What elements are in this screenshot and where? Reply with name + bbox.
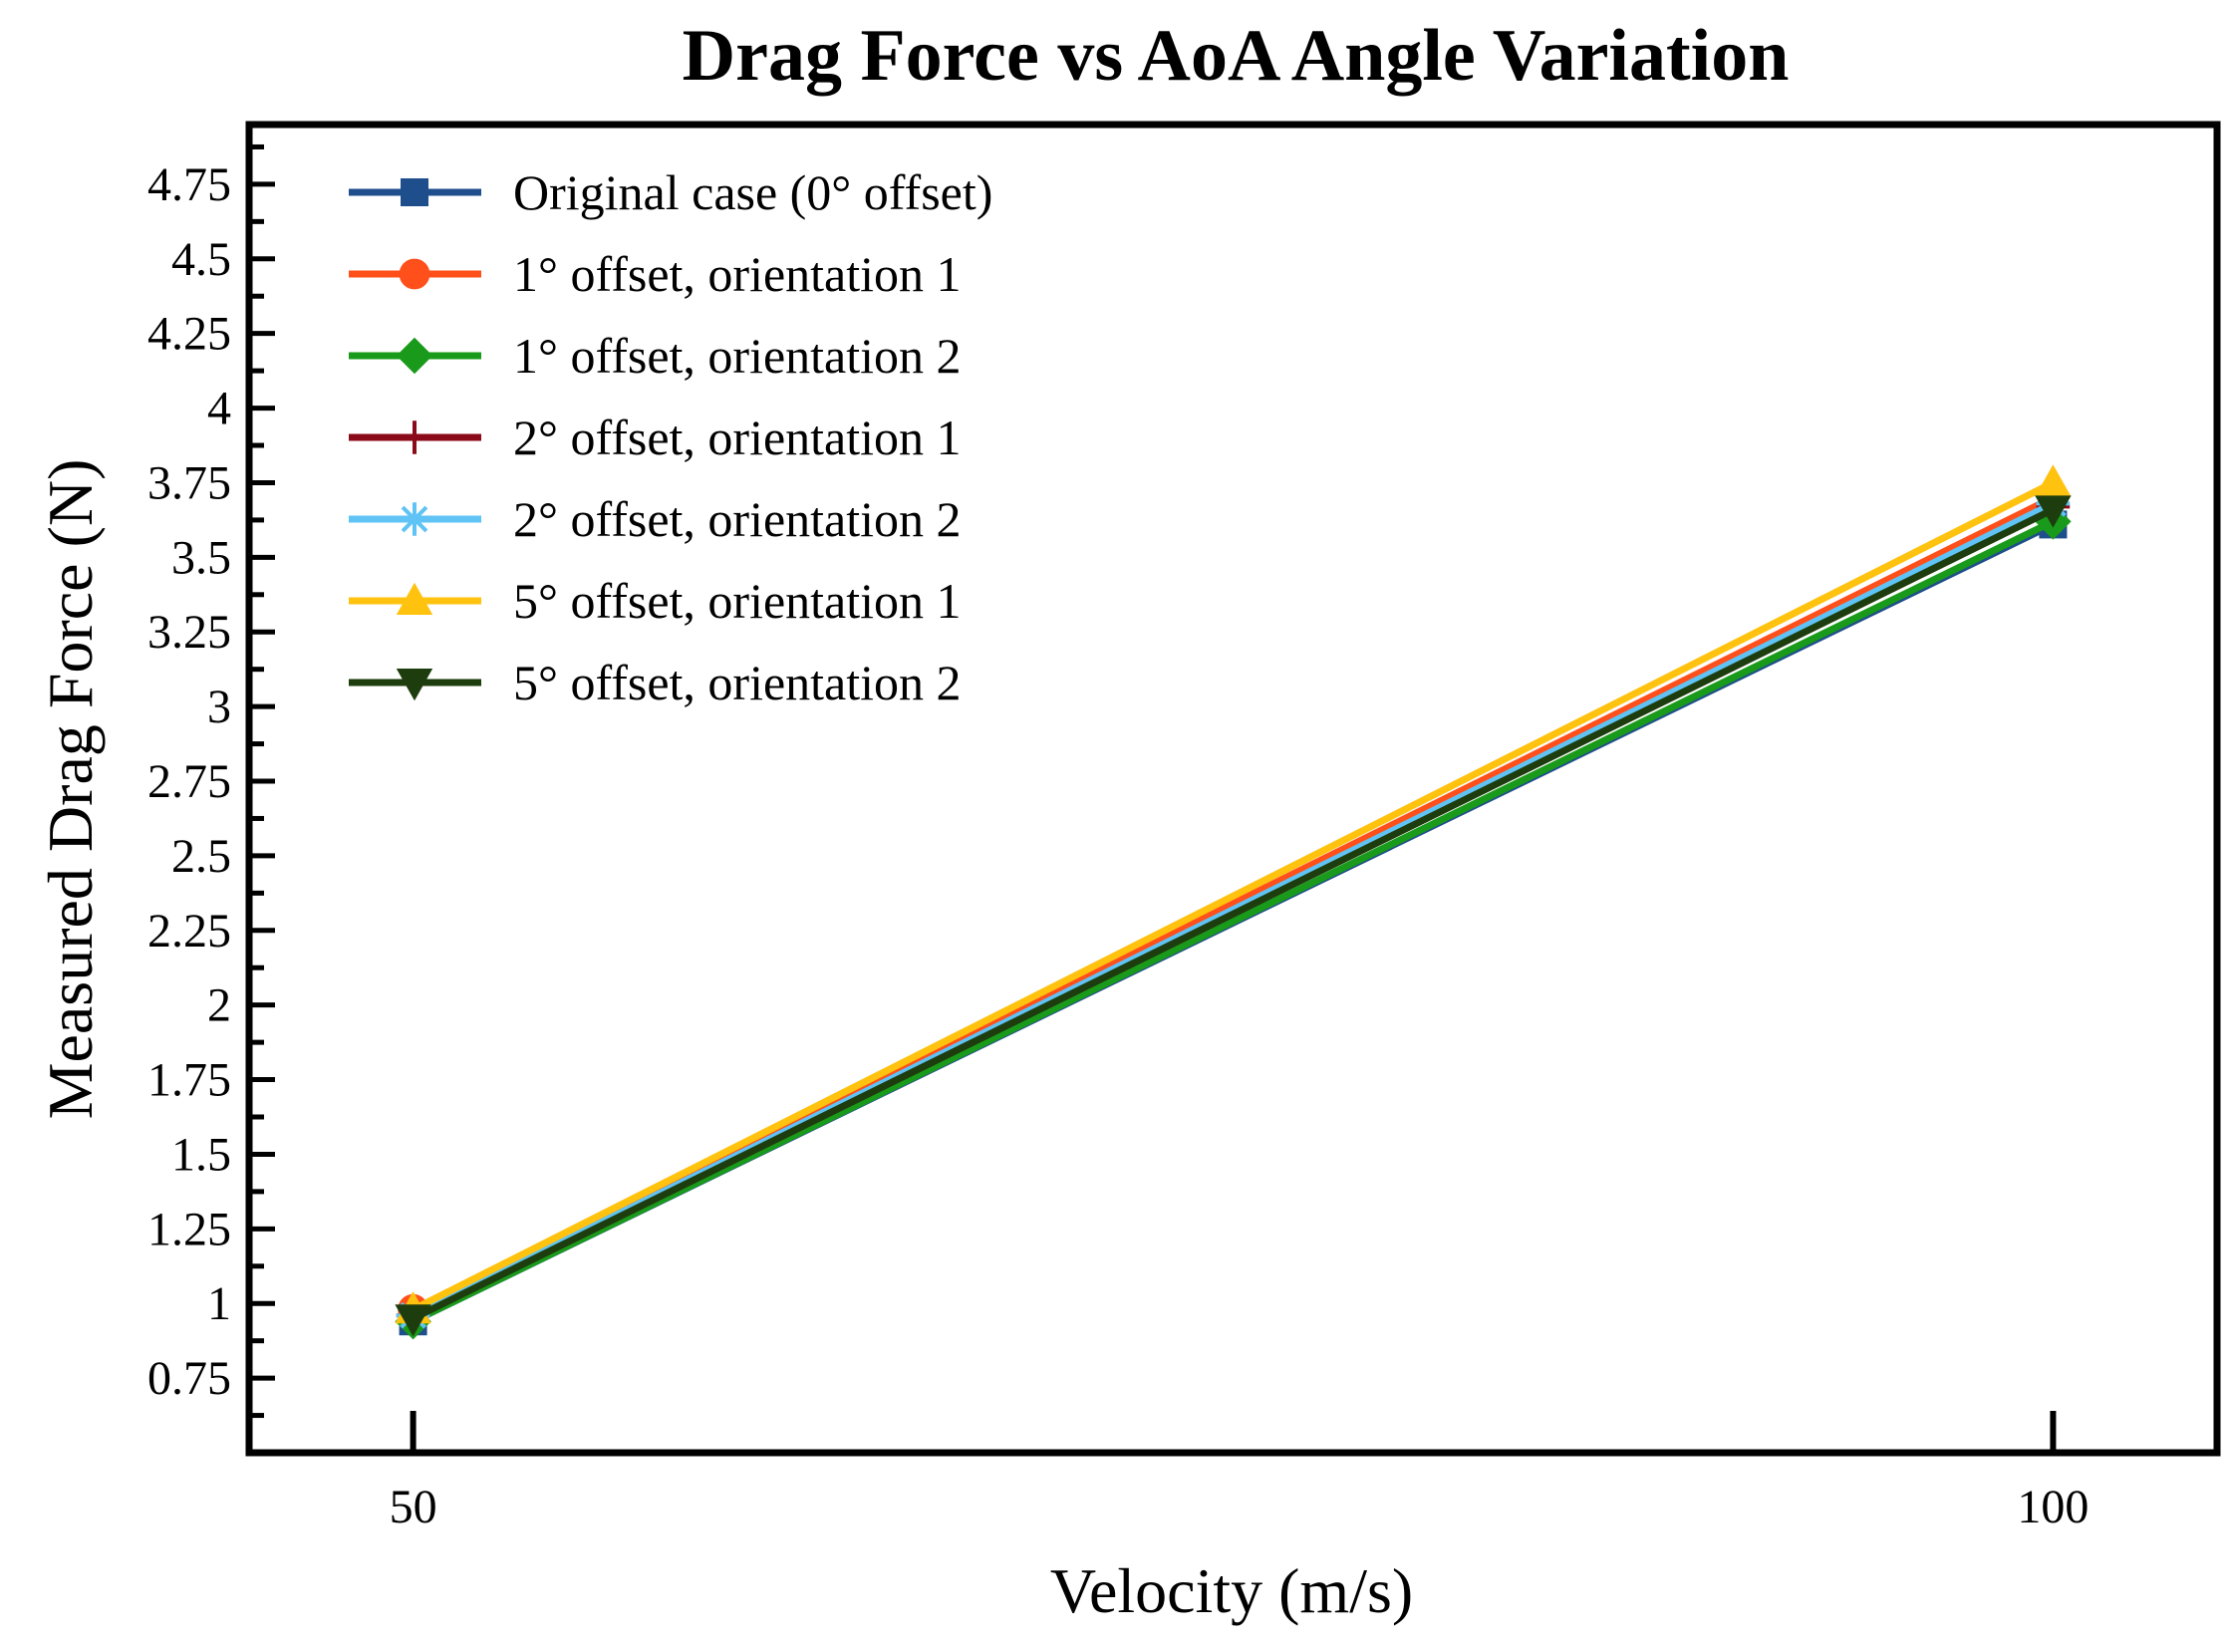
- y-tick-label: 4.5: [171, 233, 231, 286]
- y-tick-label: 4.75: [147, 158, 231, 211]
- legend-label: 5° offset, orientation 2: [513, 655, 962, 710]
- axes: 0.75 1 1.25 1.5 1.75 2 2.25 2.5 2.75 3 3.25 3.5 3.75…: [147, 121, 2221, 1533]
- legend-label: 5° offset, orientation 1: [513, 573, 962, 629]
- legend-marker: [396, 669, 433, 701]
- chart-title: Drag Force vs AoA Angle Variation: [683, 15, 1790, 97]
- legend-label: 1° offset, orientation 1: [513, 246, 962, 302]
- x-tick-label: 100: [2017, 1481, 2089, 1533]
- y-tick-label: 2.25: [147, 905, 231, 958]
- y-tick-label: 4.25: [147, 308, 231, 361]
- legend: Original case (0° offset) 1° offset, orie…: [349, 164, 992, 710]
- legend-marker: [398, 502, 431, 536]
- y-tick-label: 2.75: [147, 755, 231, 808]
- series-line: [412, 518, 2055, 1325]
- legend-marker: [396, 582, 433, 615]
- plot-series: [395, 464, 2072, 1340]
- series-group: [395, 495, 2072, 1337]
- y-tick-label: 2: [207, 979, 231, 1032]
- data-point: [2035, 464, 2072, 497]
- y-tick-label: 4: [207, 383, 231, 435]
- y-tick-label: 3.25: [147, 606, 231, 659]
- legend-label: 2° offset, orientation 2: [513, 491, 962, 547]
- legend-marker: [401, 178, 428, 206]
- legend-label: Original case (0° offset): [513, 164, 992, 220]
- x-tick-label: 50: [390, 1481, 437, 1533]
- data-point: [2035, 495, 2072, 528]
- legend-label: 2° offset, orientation 1: [513, 410, 962, 465]
- y-tick-label: 2.5: [171, 830, 231, 883]
- x-axis-label: Velocity (m/s): [1050, 1555, 1413, 1626]
- y-tick-label: 1.75: [147, 1054, 231, 1107]
- legend-marker: [398, 420, 431, 454]
- legend-marker: [396, 337, 433, 375]
- plot-frame: [245, 121, 2221, 1457]
- y-tick-label: 1: [207, 1277, 231, 1330]
- y-tick-label: 1.25: [147, 1203, 231, 1255]
- y-tick-label: 3.5: [171, 531, 231, 584]
- legend-marker: [399, 258, 430, 290]
- series-line: [412, 479, 2055, 1313]
- data-point: [395, 1304, 431, 1337]
- y-tick-label: 3.75: [147, 456, 231, 509]
- series-group: [395, 503, 2072, 1340]
- legend-label: 1° offset, orientation 2: [513, 328, 962, 384]
- y-axis-label: Measured Drag Force (N): [35, 459, 106, 1120]
- series-line: [412, 506, 2055, 1322]
- y-tick-label: 1.5: [171, 1128, 231, 1181]
- y-tick-label: 0.75: [147, 1352, 231, 1405]
- y-tick-label: 3: [207, 681, 231, 733]
